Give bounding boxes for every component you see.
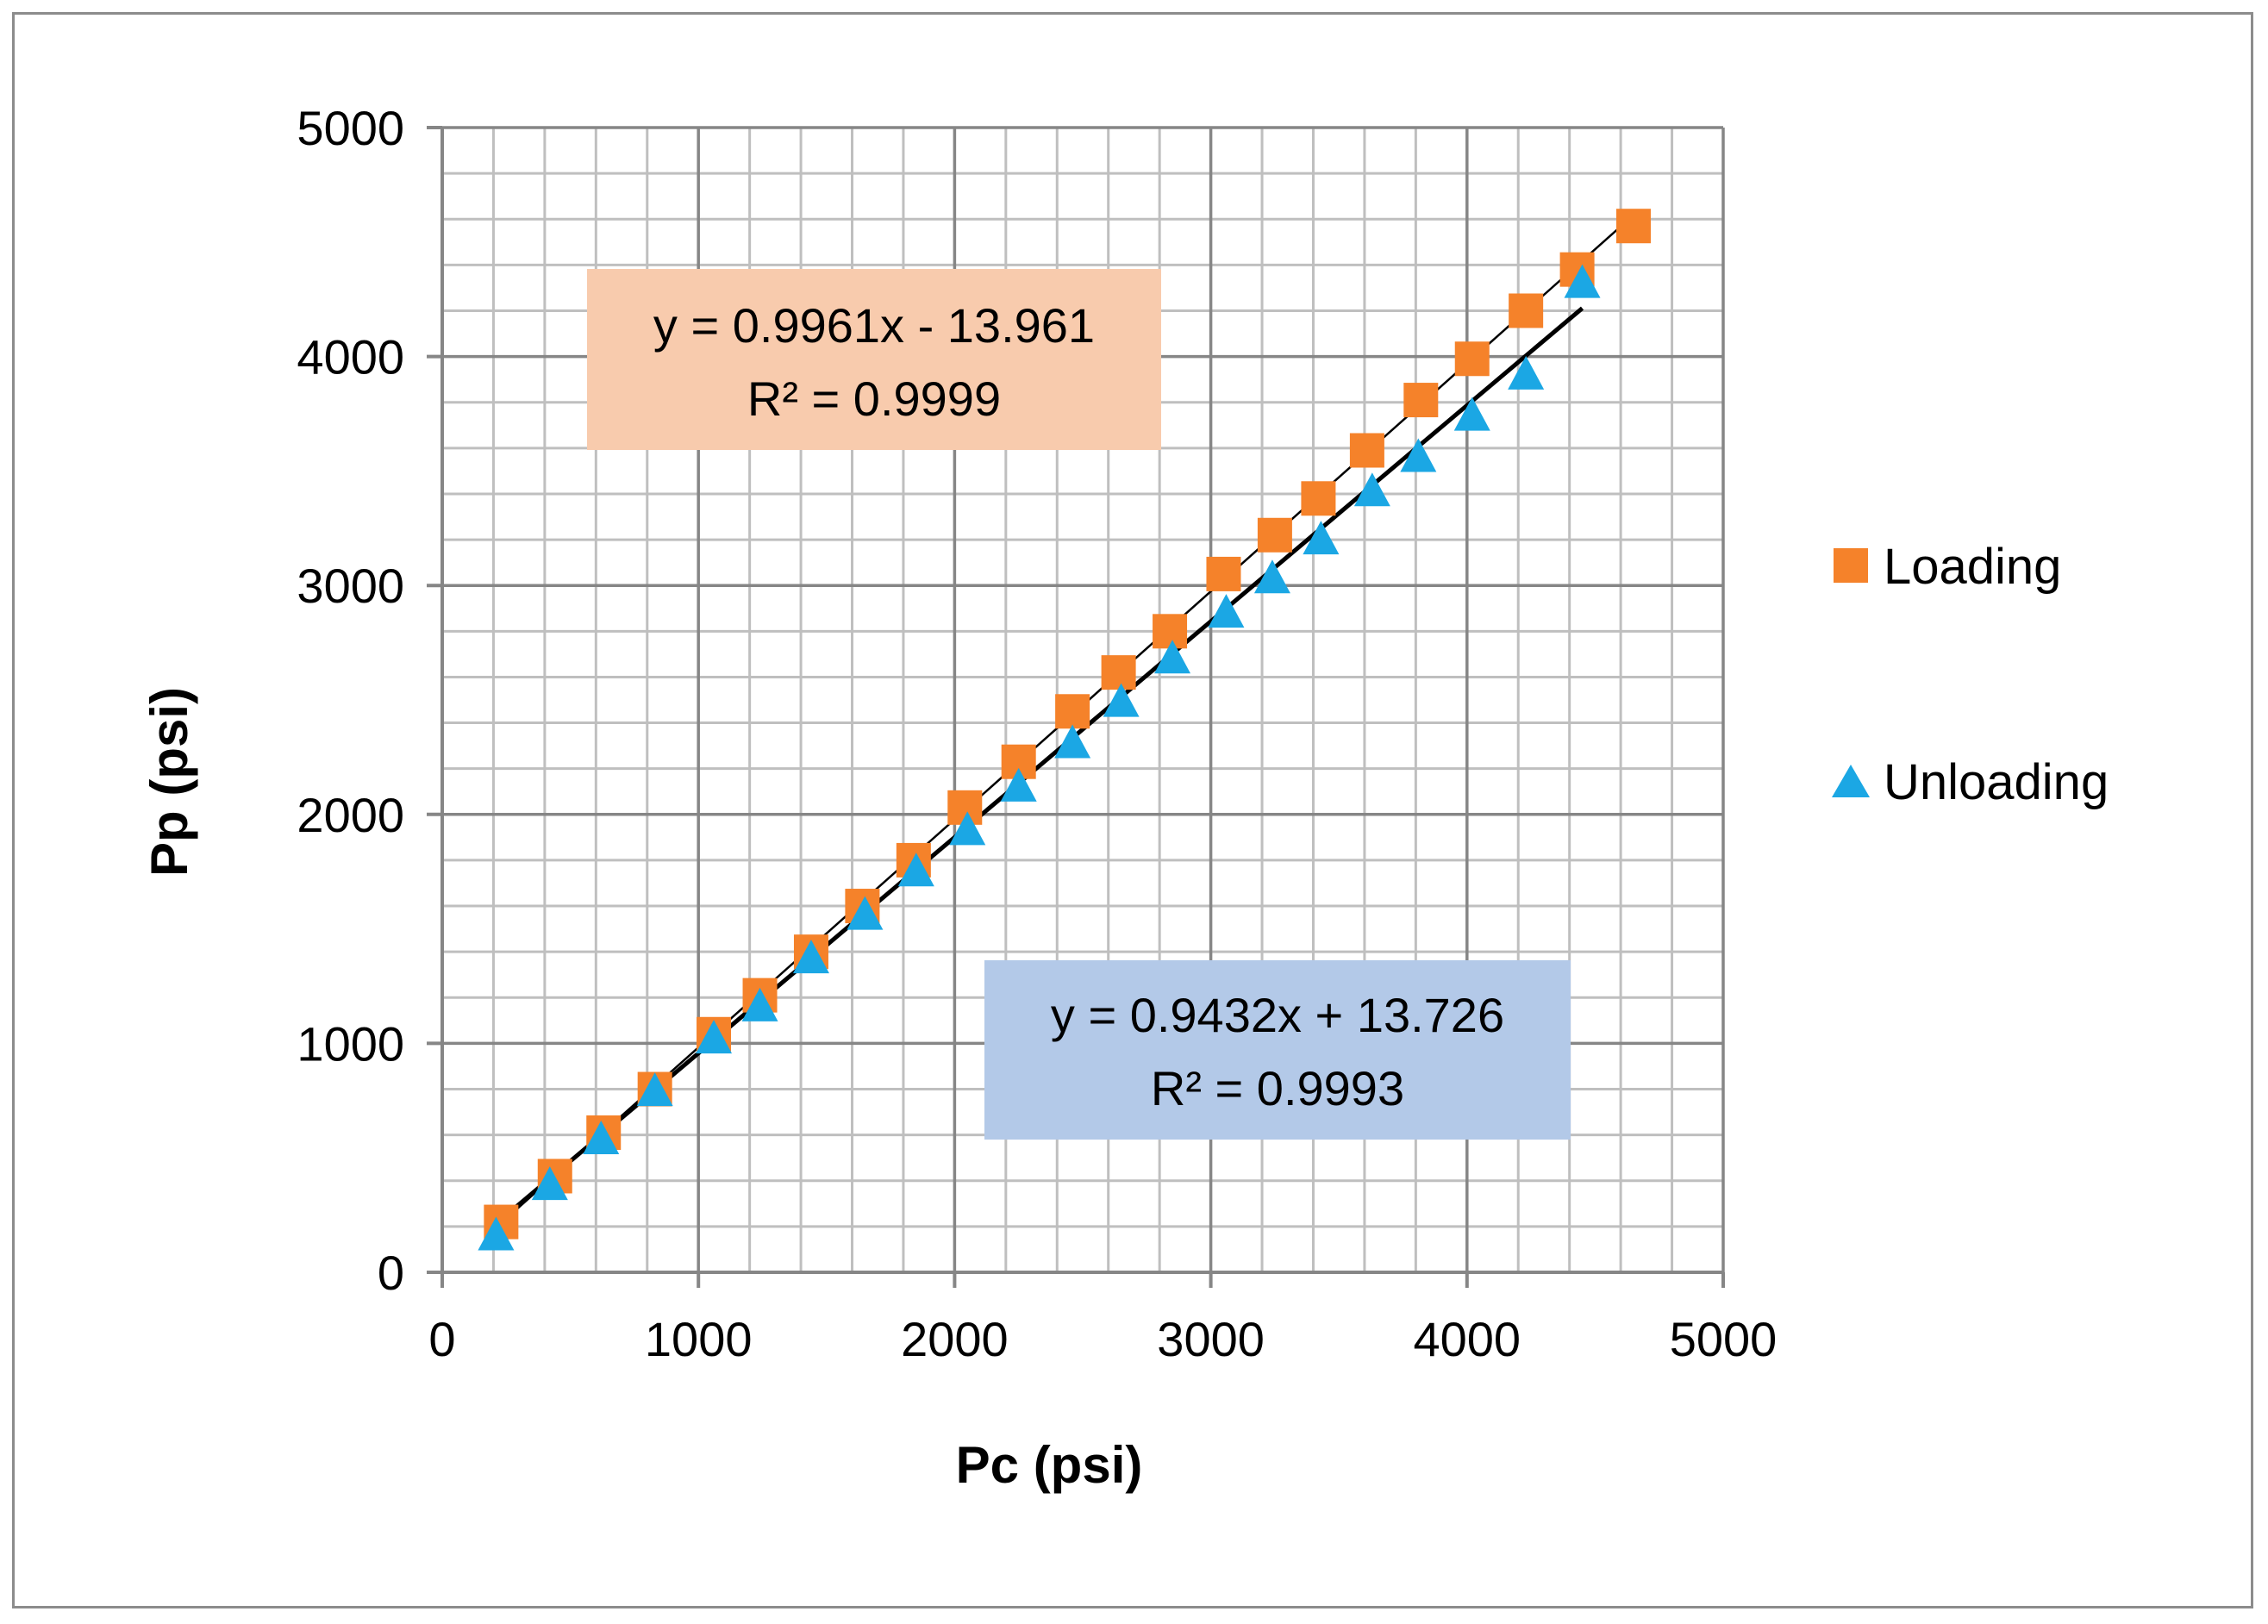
unloading-point	[478, 1216, 515, 1251]
axes	[427, 126, 1725, 1288]
y-tick-label: 4000	[297, 330, 404, 384]
unloading-point	[847, 896, 884, 930]
unloading-point	[1453, 397, 1490, 431]
y-tick-label: 0	[378, 1246, 404, 1300]
unloading-point	[1303, 521, 1340, 555]
y-tick-label: 5000	[297, 101, 404, 155]
unloading-equation-box: y = 0.9432x + 13.726 R² = 0.9993	[984, 960, 1571, 1140]
unloading-point	[1353, 472, 1390, 507]
unloading-equation-background	[984, 960, 1571, 1140]
loading-point	[1615, 209, 1651, 244]
x-tick-label: 4000	[1414, 1312, 1521, 1366]
unloading-point	[1508, 355, 1545, 390]
unloading-point	[1564, 264, 1601, 298]
loading-point	[1055, 694, 1090, 729]
x-tick-label: 0	[428, 1312, 455, 1366]
y-tick-label: 2000	[297, 788, 404, 842]
unloading-point	[696, 1020, 733, 1054]
legend-marker-loading	[1834, 548, 1868, 583]
loading-point	[1509, 293, 1544, 328]
scatter-chart: 0 1000 2000 3000 4000 5000 0 1000 2000 3000 4000 50…	[141, 101, 2109, 1494]
chart-frame: 0 1000 2000 3000 4000 5000 0 1000 2000 3000 4000 50…	[12, 12, 2253, 1608]
legend: Loading Unloading	[1832, 539, 2109, 810]
loading-point	[1257, 517, 1292, 553]
unloading-equation: y = 0.9432x + 13.726	[1051, 988, 1504, 1042]
data-points	[478, 209, 1651, 1251]
unloading-point	[1054, 724, 1091, 759]
unloading-point	[792, 940, 829, 974]
loading-point	[1153, 614, 1188, 649]
y-tick-label: 1000	[297, 1016, 404, 1071]
unloading-point	[636, 1072, 673, 1107]
loading-r2: R² = 0.9999	[747, 372, 1001, 426]
x-tick-label: 3000	[1157, 1312, 1265, 1366]
x-tick-label: 5000	[1670, 1312, 1778, 1366]
unloading-trendline	[491, 306, 1584, 1228]
loading-equation: y = 0.9961x - 13.961	[653, 298, 1095, 353]
legend-label-loading: Loading	[1884, 539, 2061, 595]
loading-point	[1101, 655, 1136, 690]
unloading-point	[741, 987, 778, 1021]
unloading-point	[1253, 559, 1290, 594]
legend-label-unloading: Unloading	[1884, 754, 2109, 810]
unloading-point	[1000, 767, 1037, 802]
unloading-point	[897, 853, 934, 887]
unloading-point	[949, 811, 986, 846]
unloading-point	[1154, 640, 1191, 674]
unloading-point	[1208, 594, 1245, 628]
loading-point	[1403, 383, 1439, 418]
loading-point	[1349, 433, 1384, 468]
loading-point	[1206, 556, 1241, 591]
loading-point	[1454, 341, 1490, 377]
x-tick-label: 1000	[645, 1312, 753, 1366]
tick-labels: 0 1000 2000 3000 4000 5000 0 1000 2000 3000 4000 50…	[297, 101, 1777, 1366]
x-axis-title: Pc (psi)	[956, 1436, 1143, 1494]
unloading-point	[1400, 438, 1437, 472]
loading-equation-box: y = 0.9961x - 13.961 R² = 0.9999	[587, 269, 1161, 450]
loading-equation-background	[587, 269, 1161, 450]
unloading-r2: R² = 0.9993	[1151, 1061, 1404, 1115]
x-tick-label: 2000	[901, 1312, 1009, 1366]
legend-marker-unloading	[1832, 765, 1870, 797]
unloading-point	[583, 1120, 620, 1154]
y-axis-title: Pp (psi)	[141, 687, 198, 877]
unloading-point	[531, 1166, 568, 1201]
unloading-point	[1103, 683, 1140, 717]
loading-point	[1301, 481, 1336, 516]
y-tick-label: 3000	[297, 559, 404, 613]
